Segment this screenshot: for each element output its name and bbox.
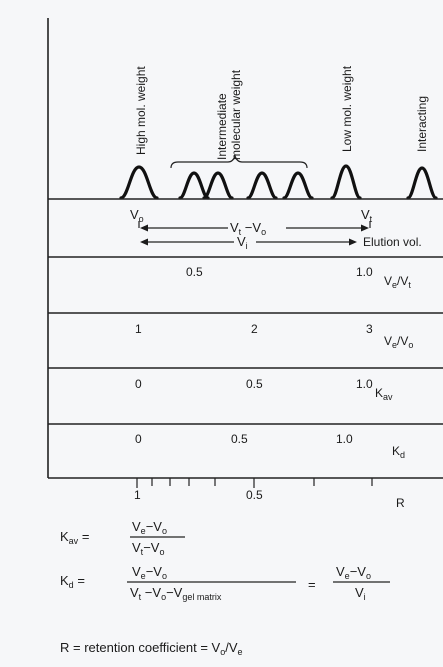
scale-kd-label: Kd — [392, 444, 405, 460]
scale-kd-tick-0.5: 0.5 — [231, 432, 248, 446]
label-interacting: Interacting — [415, 96, 429, 152]
peak-intermediate-2 — [202, 171, 234, 200]
formula-kav-numerator: Ve−Vo — [132, 519, 167, 536]
scale-kav-tick-0: 0 — [135, 377, 142, 391]
label-intermediate-line1: Intermediate — [215, 93, 229, 160]
formula-kd-rhs-denominator: Vi — [355, 585, 366, 602]
formula-kd-equals-2: = — [308, 577, 316, 592]
vt-label: Vt — [361, 207, 373, 224]
scale-kd-tick-0: 0 — [135, 432, 142, 446]
scale-r-tick-1: 1 — [134, 488, 141, 502]
peak-intermediate-1 — [178, 171, 210, 200]
label-intermediate-line2: molecular weight — [229, 69, 243, 160]
scale-kd-tick-1.0: 1.0 — [336, 432, 353, 446]
vt-minus-vo-label: Vt −Vo — [230, 220, 266, 237]
scale-kav-tick-0.5: 0.5 — [246, 377, 263, 391]
intermediate-brace — [170, 154, 308, 169]
formula-kav-lhs: Kav = — [60, 529, 89, 546]
peak-high — [119, 165, 159, 200]
vi-arrow — [140, 238, 357, 246]
scale-r-ticks — [136, 478, 373, 488]
formula-kd-numerator: Ve−Vo — [132, 564, 167, 581]
scale-r-tick-0.5: 0.5 — [246, 488, 263, 502]
vo-label: Vo — [130, 207, 144, 224]
scale-ve-vo-tick-3: 3 — [366, 322, 373, 336]
scale-kav-tick-1.0: 1.0 — [356, 377, 373, 391]
formula-kd-denominator: Vt −Vo−Vgel matrix — [130, 585, 222, 602]
formula-kd-lhs: Kd = — [60, 573, 85, 590]
peak-interacting — [406, 166, 438, 200]
formula-kd-rhs-numerator: Ve−Vo — [336, 564, 371, 581]
scale-kav-label: Kav — [375, 386, 393, 402]
scale-ve-vt-tick-0.5: 0.5 — [186, 265, 203, 279]
peak-intermediate-4 — [282, 171, 314, 200]
peak-intermediate-3 — [246, 171, 278, 200]
scale-ve-vo-tick-1: 1 — [135, 322, 142, 336]
formula-kav-denominator: Vt−Vo — [132, 540, 164, 557]
peak-low — [330, 164, 362, 200]
vt-minus-vo-arrow — [140, 224, 369, 232]
peaks — [119, 164, 438, 200]
vi-label: Vi — [237, 234, 248, 251]
scale-ve-vt-label: Ve/Vt — [384, 274, 411, 290]
label-low-mol-weight: Low mol. weight — [340, 65, 354, 152]
r-definition: R = retention coefficient = Vo/Ve — [60, 640, 243, 657]
elution-vol-label: Elution vol. — [363, 235, 422, 249]
label-high-mol-weight: High mol. weight — [134, 66, 148, 155]
scale-ve-vo-tick-2: 2 — [251, 322, 258, 336]
scale-ve-vt-tick-1.0: 1.0 — [356, 265, 373, 279]
scale-r-label: R — [396, 496, 405, 510]
scale-ve-vo-label: Ve/Vo — [384, 334, 413, 350]
